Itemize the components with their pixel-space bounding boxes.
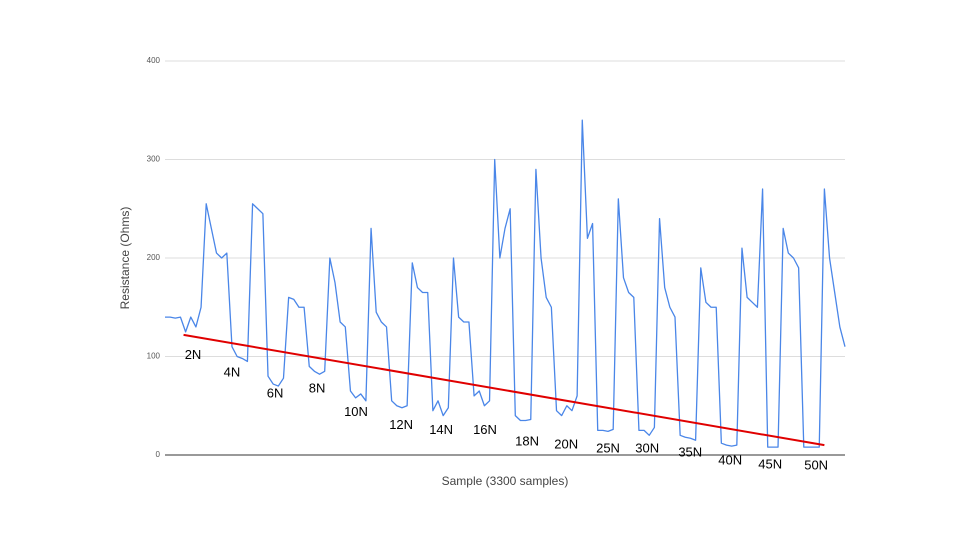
- annotation: 50N: [804, 457, 828, 472]
- x-axis-label: Sample (3300 samples): [442, 474, 569, 488]
- y-tick-label: 0: [156, 450, 161, 459]
- y-tick-label: 300: [147, 155, 161, 164]
- annotation: 20N: [554, 437, 578, 452]
- annotation: 18N: [515, 434, 539, 449]
- y-tick-label: 200: [147, 253, 161, 262]
- annotation: 6N: [267, 385, 284, 400]
- annotation: 40N: [718, 452, 742, 467]
- annotation: 25N: [596, 441, 620, 456]
- data-line: [165, 119, 846, 448]
- annotation: 8N: [309, 380, 326, 395]
- annotation: 14N: [429, 422, 453, 437]
- y-tick-label: 400: [147, 56, 161, 65]
- annotation: 16N: [473, 422, 497, 437]
- annotation: 4N: [224, 365, 241, 380]
- y-axis-label: Resistance (Ohms): [118, 207, 132, 310]
- annotation: 35N: [678, 444, 702, 459]
- annotation: 45N: [758, 456, 782, 471]
- annotation: 10N: [344, 404, 368, 419]
- annotation: 2N: [185, 347, 202, 362]
- annotation: 30N: [635, 441, 659, 456]
- annotation: 12N: [389, 417, 413, 432]
- trend-line: [183, 333, 825, 447]
- y-tick-label: 100: [147, 352, 161, 361]
